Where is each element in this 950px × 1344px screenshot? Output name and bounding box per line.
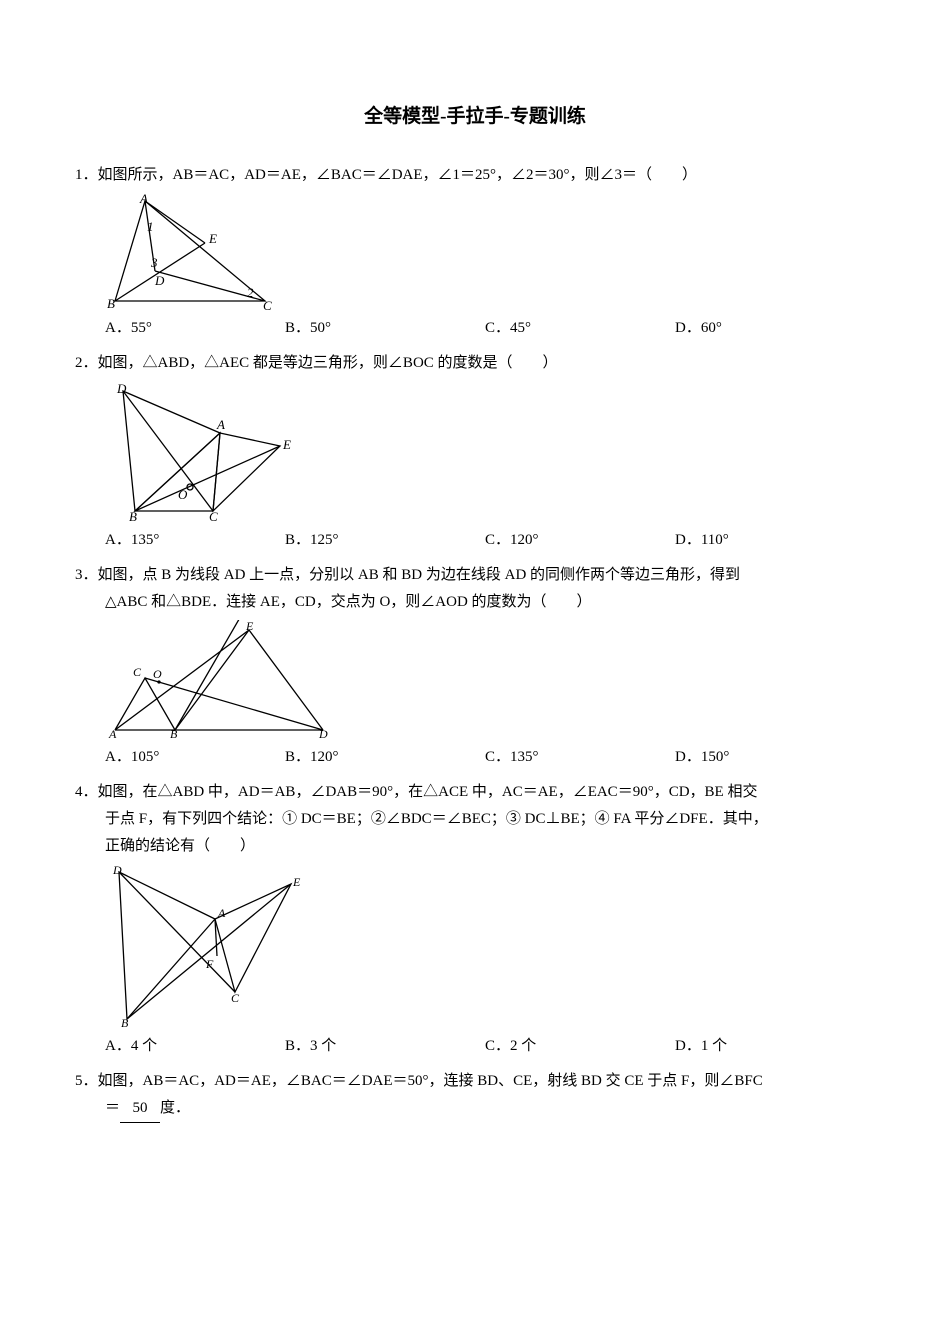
q1-num: 1． bbox=[75, 167, 98, 183]
q5-eq: ＝ bbox=[105, 1100, 120, 1116]
q2-options: A．135° B．125° C．120° D．110° bbox=[75, 527, 875, 554]
svg-text:D: D bbox=[318, 727, 328, 740]
q1-opt-c: C．45° bbox=[485, 315, 675, 342]
svg-text:A: A bbox=[216, 417, 225, 432]
q4-num: 4． bbox=[75, 784, 98, 800]
q4-opt-b: B．3 个 bbox=[285, 1033, 485, 1060]
q5-line2: ＝50度． bbox=[75, 1095, 875, 1123]
svg-text:A: A bbox=[108, 727, 117, 740]
q2-body: 如图，△ABD，△AEC 都是等边三角形，则∠BOC 的度数是（ ） bbox=[98, 355, 558, 371]
q5-num: 5． bbox=[75, 1073, 98, 1089]
q4-text: 4．如图，在△ABD 中，AD＝AB，∠DAB＝90°，在△ACE 中，AC＝A… bbox=[75, 779, 875, 806]
q5-unit: 度． bbox=[160, 1100, 190, 1116]
q4-options: A．4 个 B．3 个 C．2 个 D．1 个 bbox=[75, 1033, 875, 1060]
svg-text:B: B bbox=[129, 509, 137, 523]
svg-text:D: D bbox=[112, 864, 122, 877]
svg-text:B: B bbox=[121, 1016, 129, 1029]
q2-opt-a: A．135° bbox=[105, 527, 285, 554]
q5-fill-blank: 50 bbox=[120, 1095, 160, 1123]
q3-opt-b: B．120° bbox=[285, 744, 485, 771]
q4-figure: D B A C E F bbox=[75, 864, 875, 1029]
q3-body: 如图，点 B 为线段 AD 上一点，分别以 AB 和 BD 为边在线段 AD 的… bbox=[98, 567, 741, 583]
q3-options: A．105° B．120° C．135° D．150° bbox=[75, 744, 875, 771]
svg-text:O: O bbox=[178, 487, 188, 502]
q1-figure: A B C D E 1 3 2 bbox=[75, 193, 875, 311]
q5-text: 5．如图，AB＝AC，AD＝AE，∠BAC＝∠DAE＝50°，连接 BD、CE，… bbox=[75, 1068, 875, 1095]
q1-opt-d: D．60° bbox=[675, 315, 875, 342]
q4-opt-c: C．2 个 bbox=[485, 1033, 675, 1060]
q4-opt-d: D．1 个 bbox=[675, 1033, 875, 1060]
svg-text:E: E bbox=[282, 437, 291, 452]
q1-text: 1．如图所示，AB＝AC，AD＝AE，∠BAC＝∠DAE，∠1＝25°，∠2＝3… bbox=[75, 162, 875, 189]
question-2: 2．如图，△ABD，△AEC 都是等边三角形，则∠BOC 的度数是（ ） A B… bbox=[75, 350, 875, 554]
q1-opt-b: B．50° bbox=[285, 315, 485, 342]
q3-figure: A B D C E O bbox=[75, 620, 875, 740]
svg-text:2: 2 bbox=[247, 285, 254, 300]
q2-figure: A B C D E O bbox=[75, 381, 875, 523]
q3-text2: △ABC 和△BDE．连接 AE，CD，交点为 O，则∠AOD 的度数为（ ） bbox=[75, 589, 875, 616]
svg-text:A: A bbox=[217, 906, 226, 920]
question-3: 3．如图，点 B 为线段 AD 上一点，分别以 AB 和 BD 为边在线段 AD… bbox=[75, 562, 875, 771]
question-1: 1．如图所示，AB＝AC，AD＝AE，∠BAC＝∠DAE，∠1＝25°，∠2＝3… bbox=[75, 162, 875, 342]
question-5: 5．如图，AB＝AC，AD＝AE，∠BAC＝∠DAE＝50°，连接 BD、CE，… bbox=[75, 1068, 875, 1123]
q1-body: 如图所示，AB＝AC，AD＝AE，∠BAC＝∠DAE，∠1＝25°，∠2＝30°… bbox=[98, 167, 698, 183]
q2-opt-c: C．120° bbox=[485, 527, 675, 554]
q4-body: 如图，在△ABD 中，AD＝AB，∠DAB＝90°，在△ACE 中，AC＝AE，… bbox=[98, 784, 758, 800]
svg-text:E: E bbox=[208, 231, 217, 246]
svg-text:A: A bbox=[139, 193, 148, 206]
q4-opt-a: A．4 个 bbox=[105, 1033, 285, 1060]
svg-text:3: 3 bbox=[150, 255, 158, 270]
question-4: 4．如图，在△ABD 中，AD＝AB，∠DAB＝90°，在△ACE 中，AC＝A… bbox=[75, 779, 875, 1060]
q3-opt-c: C．135° bbox=[485, 744, 675, 771]
svg-text:E: E bbox=[292, 875, 301, 889]
q4-text3: 正确的结论有（ ） bbox=[75, 833, 875, 860]
svg-text:C: C bbox=[263, 298, 272, 311]
q3-num: 3． bbox=[75, 567, 98, 583]
svg-text:B: B bbox=[170, 727, 178, 740]
svg-text:E: E bbox=[245, 620, 254, 633]
page-title: 全等模型-手拉手-专题训练 bbox=[75, 100, 875, 134]
svg-text:D: D bbox=[154, 273, 165, 288]
q2-num: 2． bbox=[75, 355, 98, 371]
q3-text: 3．如图，点 B 为线段 AD 上一点，分别以 AB 和 BD 为边在线段 AD… bbox=[75, 562, 875, 589]
svg-text:C: C bbox=[133, 665, 142, 679]
q2-text: 2．如图，△ABD，△AEC 都是等边三角形，则∠BOC 的度数是（ ） bbox=[75, 350, 875, 377]
svg-text:1: 1 bbox=[147, 219, 154, 234]
svg-text:D: D bbox=[116, 381, 127, 396]
q1-options: A．55° B．50° C．45° D．60° bbox=[75, 315, 875, 342]
q4-text2: 于点 F，有下列四个结论：① DC＝BE；②∠BDC＝∠BEC；③ DC⊥BE；… bbox=[75, 806, 875, 833]
q3-opt-d: D．150° bbox=[675, 744, 875, 771]
q2-opt-b: B．125° bbox=[285, 527, 485, 554]
q3-opt-a: A．105° bbox=[105, 744, 285, 771]
svg-text:F: F bbox=[205, 957, 214, 971]
q5-body-pre: 如图，AB＝AC，AD＝AE，∠BAC＝∠DAE＝50°，连接 BD、CE，射线… bbox=[98, 1073, 763, 1089]
q2-opt-d: D．110° bbox=[675, 527, 875, 554]
svg-text:C: C bbox=[231, 991, 240, 1005]
svg-text:B: B bbox=[107, 296, 115, 311]
q1-opt-a: A．55° bbox=[105, 315, 285, 342]
svg-text:O: O bbox=[153, 667, 162, 681]
svg-text:C: C bbox=[209, 509, 218, 523]
